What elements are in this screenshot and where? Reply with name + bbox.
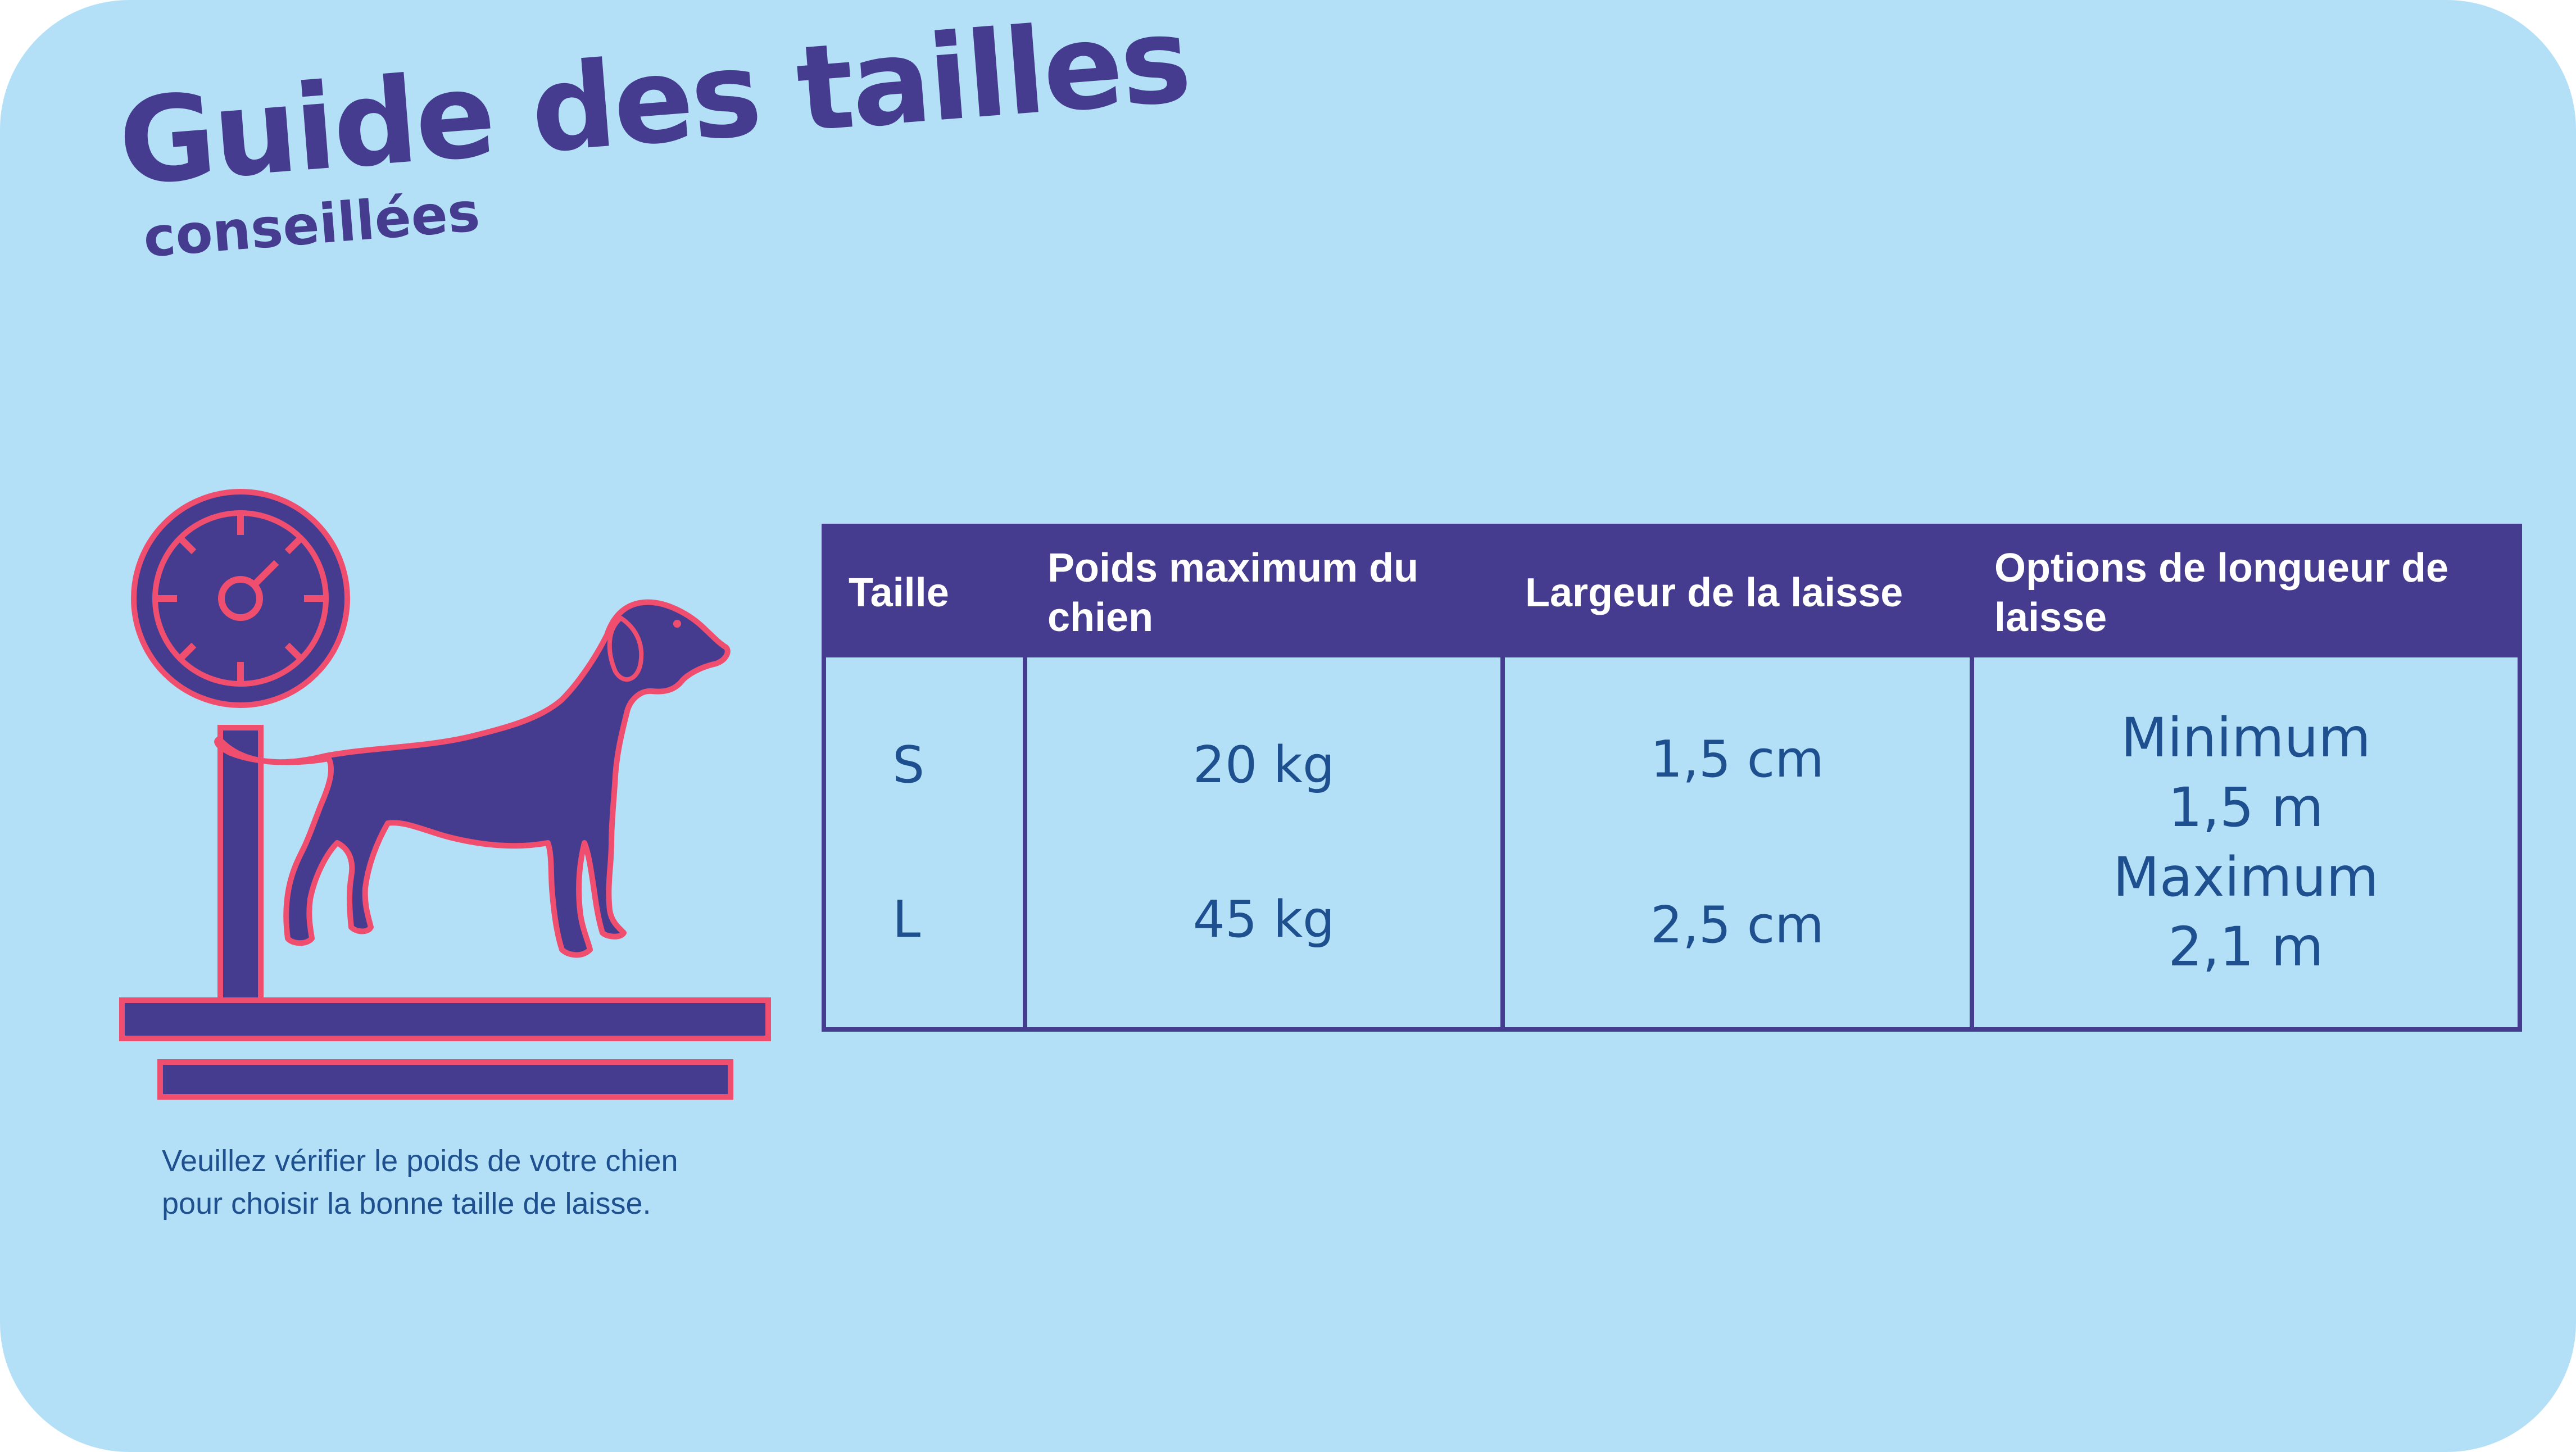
- length-minimum-value: 1,5 m: [2168, 776, 2324, 839]
- header-leash-width: Largeur de la laisse: [1503, 526, 1972, 657]
- width-column: 1,5 cm 2,5 cm: [1500, 657, 1972, 1029]
- scale-dial-icon: [131, 489, 350, 708]
- note-line-2: pour choisir la bonne taille de laisse.: [162, 1187, 651, 1220]
- size-l: L: [892, 890, 921, 949]
- header-leash-length-options: Options de longueur de laisse: [1972, 526, 2520, 657]
- width-l: 2,5 cm: [1650, 896, 1824, 955]
- header-max-weight: Poids maximum du chien: [1025, 526, 1503, 657]
- length-maximum-value: 2,1 m: [2168, 915, 2324, 978]
- length-maximum-label: Maximum: [2112, 846, 2379, 909]
- length-options-column: Minimum 1,5 m Maximum 2,1 m: [1970, 657, 2520, 1029]
- size-s: S: [892, 736, 925, 795]
- weight-check-note: Veuillez vérifier le poids de votre chie…: [162, 1140, 678, 1225]
- table-row: S L 20 kg 45 kg 1,5 cm: [824, 657, 2520, 1029]
- dog-on-scale-icon: [119, 489, 771, 1100]
- size-table: Taille Poids maximum du chien Largeur de…: [822, 524, 2522, 1032]
- weight-l: 45 kg: [1192, 890, 1335, 949]
- title-block: Guide des tailles conseillées: [114, 0, 1198, 271]
- width-s: 1,5 cm: [1650, 730, 1824, 789]
- header-size: Taille: [824, 526, 1025, 657]
- dog-silhouette-icon: [214, 599, 731, 958]
- table-header-row: Taille Poids maximum du chien Largeur de…: [824, 526, 2520, 657]
- weight-column: 20 kg 45 kg: [1023, 657, 1503, 1029]
- weight-s: 20 kg: [1192, 736, 1335, 795]
- size-column: S L: [824, 657, 1025, 1029]
- note-line-1: Veuillez vérifier le poids de votre chie…: [162, 1144, 678, 1178]
- length-minimum-label: Minimum: [2121, 706, 2371, 769]
